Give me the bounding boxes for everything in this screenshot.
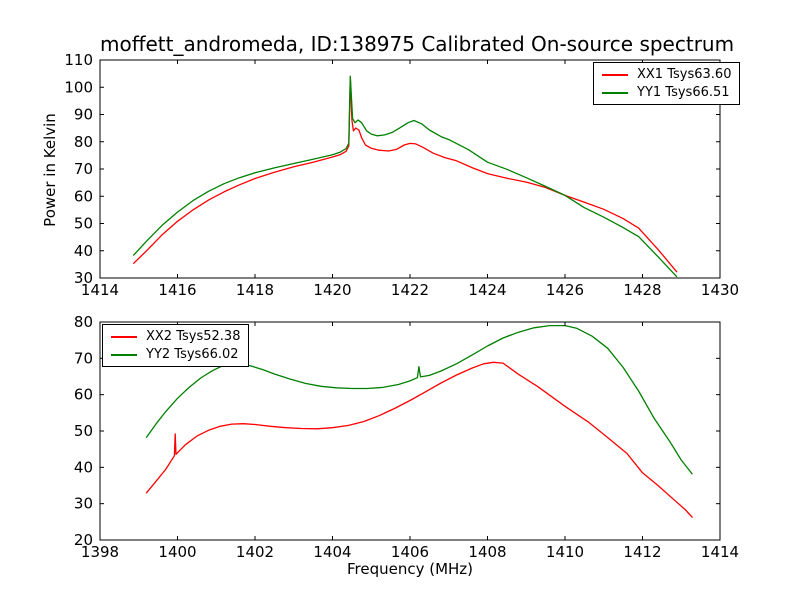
legend-label-xx1: XX1 Tsys63.60 — [637, 67, 732, 82]
svg-text:60: 60 — [74, 187, 93, 205]
svg-text:1416: 1416 — [158, 281, 196, 299]
svg-text:1420: 1420 — [313, 281, 351, 299]
legend-label-xx2: XX2 Tsys52.38 — [146, 329, 241, 344]
svg-text:1418: 1418 — [236, 281, 274, 299]
svg-text:110: 110 — [64, 51, 93, 69]
svg-text:1406: 1406 — [391, 543, 429, 561]
svg-text:1414: 1414 — [701, 543, 739, 561]
svg-text:1404: 1404 — [313, 543, 351, 561]
yy2-line-swatch-icon — [111, 353, 137, 356]
figure-title: moffett_andromeda, ID:138975 Calibrated … — [100, 32, 735, 56]
svg-text:1426: 1426 — [546, 281, 584, 299]
svg-text:20: 20 — [74, 531, 93, 549]
svg-text:1400: 1400 — [158, 543, 196, 561]
svg-text:1408: 1408 — [468, 543, 506, 561]
legend-top: XX1 Tsys63.60 YY1 Tsys66.51 — [593, 62, 741, 105]
svg-text:80: 80 — [74, 133, 93, 151]
svg-text:50: 50 — [74, 215, 93, 233]
legend-entry: XX2 Tsys52.38 — [111, 329, 240, 344]
svg-text:1430: 1430 — [701, 281, 739, 299]
svg-text:70: 70 — [74, 349, 93, 367]
legend-entry: XX1 Tsys63.60 — [602, 67, 731, 82]
svg-text:70: 70 — [74, 160, 93, 178]
svg-text:60: 60 — [74, 386, 93, 404]
x-axis-label: Frequency (MHz) — [346, 560, 474, 578]
bottom-spectrum-chart: 1398 1400 1402 1404 1406 1408 1410 1412 1414 20 30… — [74, 313, 739, 561]
xx1-line-swatch-icon — [602, 73, 628, 76]
svg-text:90: 90 — [74, 106, 93, 124]
svg-text:30: 30 — [74, 269, 93, 287]
svg-text:1410: 1410 — [546, 543, 584, 561]
svg-text:1412: 1412 — [623, 543, 661, 561]
svg-text:40: 40 — [74, 242, 93, 260]
svg-text:1428: 1428 — [623, 281, 661, 299]
svg-text:1414: 1414 — [81, 281, 119, 299]
svg-text:100: 100 — [64, 78, 93, 96]
legend-entry: YY2 Tsys66.02 — [111, 347, 240, 362]
top-spectrum-chart: 1414 1416 1418 1420 1422 1424 1426 1428 1430 30 40… — [64, 51, 739, 299]
legend-entry: YY1 Tsys66.51 — [602, 85, 731, 100]
xx2-line-swatch-icon — [111, 335, 137, 338]
svg-text:1424: 1424 — [468, 281, 506, 299]
svg-text:1422: 1422 — [391, 281, 429, 299]
svg-text:80: 80 — [74, 313, 93, 331]
svg-text:30: 30 — [74, 495, 93, 513]
svg-text:1398: 1398 — [81, 543, 119, 561]
legend-label-yy2: YY2 Tsys66.02 — [146, 347, 239, 362]
svg-text:50: 50 — [74, 422, 93, 440]
legend-bottom: XX2 Tsys52.38 YY2 Tsys66.02 — [102, 324, 250, 367]
yy1-line-swatch-icon — [602, 91, 628, 94]
svg-text:1402: 1402 — [236, 543, 274, 561]
svg-text:40: 40 — [74, 458, 93, 476]
legend-label-yy1: YY1 Tsys66.51 — [637, 85, 730, 100]
